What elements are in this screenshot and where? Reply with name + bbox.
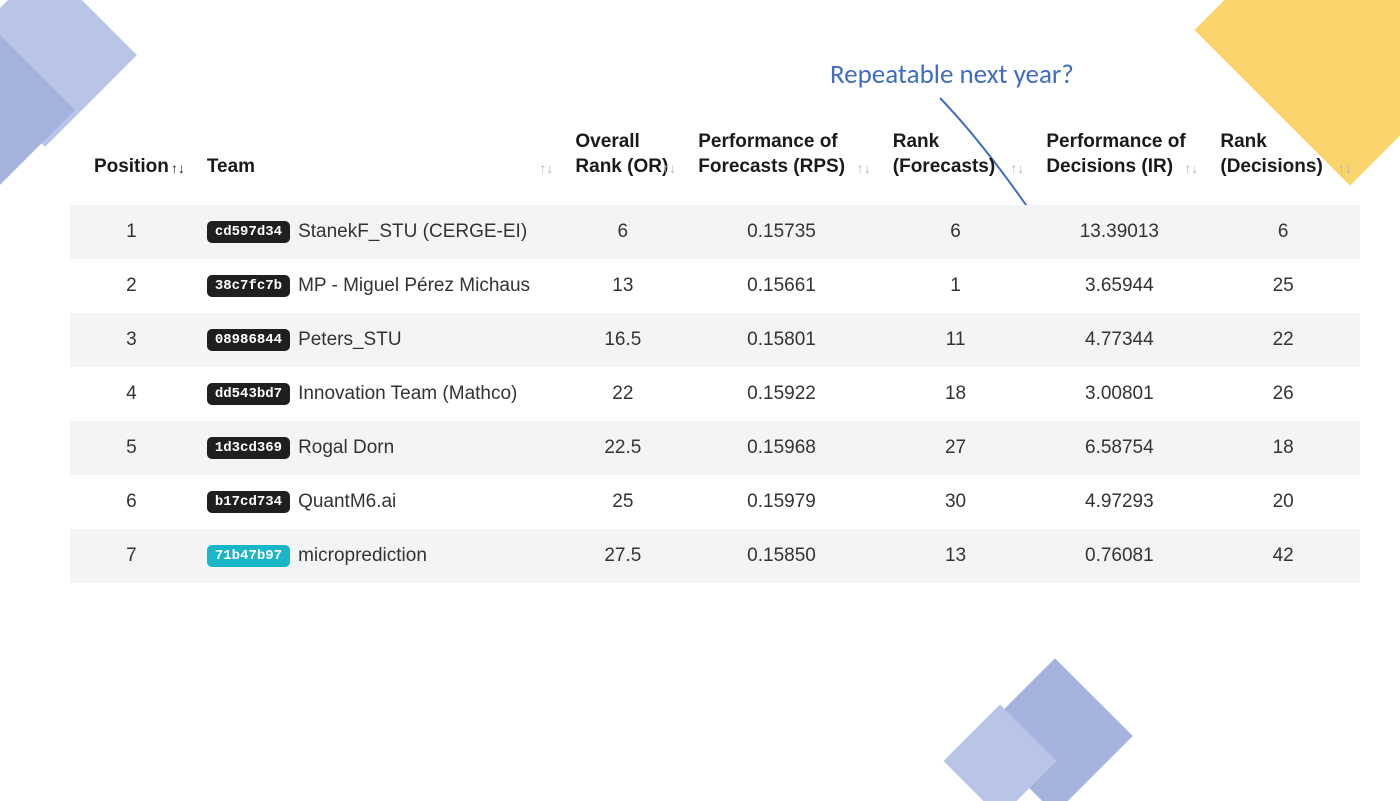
team-id-pill: 08986844 (207, 329, 290, 351)
cell-rps: 0.15801 (684, 313, 879, 367)
cell-rank_f: 1 (879, 259, 1033, 313)
cell-or: 13 (561, 259, 684, 313)
cell-ir: 13.39013 (1032, 205, 1206, 259)
col-rps[interactable]: Performance of Forecasts (RPS) ↑↓ (684, 120, 879, 205)
table-row: 2 38c7fc7b MP - Miguel Pérez Michaus 130.15… (70, 259, 1360, 313)
cell-rank_f: 27 (879, 421, 1033, 475)
col-label: Performance of Forecasts (RPS) (698, 131, 845, 177)
cell-ir: 4.97293 (1032, 475, 1206, 529)
cell-rank_d: 18 (1206, 421, 1360, 475)
sort-icon[interactable]: ↑↓ (171, 159, 185, 177)
cell-ir: 0.76081 (1032, 529, 1206, 583)
cell-position: 7 (70, 529, 193, 583)
team-id-pill: cd597d34 (207, 221, 290, 243)
cell-rps: 0.15661 (684, 259, 879, 313)
col-label: Rank (Forecasts) (893, 131, 995, 177)
col-label: Team (207, 156, 255, 177)
team-name: Peters_STU (298, 329, 401, 350)
team-id-pill: dd543bd7 (207, 383, 290, 405)
cell-rps: 0.15979 (684, 475, 879, 529)
cell-rank_f: 6 (879, 205, 1033, 259)
cell-ir: 3.00801 (1032, 367, 1206, 421)
team-id-pill: 71b47b97 (207, 545, 290, 567)
table-row: 6 b17cd734 QuantM6.ai 250.15979304.9729320 (70, 475, 1360, 529)
col-overall-rank[interactable]: Overall Rank (OR) ↑↓ (561, 120, 684, 205)
col-label: Position (94, 156, 169, 177)
cell-position: 3 (70, 313, 193, 367)
sort-icon[interactable]: ↑↓ (1184, 159, 1198, 177)
col-rank-decisions[interactable]: Rank (Decisions) ↑↓ (1206, 120, 1360, 205)
cell-ir: 4.77344 (1032, 313, 1206, 367)
table-row: 7 71b47b97 microprediction 27.50.15850130.7… (70, 529, 1360, 583)
cell-position: 2 (70, 259, 193, 313)
sort-icon[interactable]: ↑↓ (539, 159, 553, 177)
cell-team[interactable]: 71b47b97 microprediction (193, 529, 562, 583)
cell-ir: 3.65944 (1032, 259, 1206, 313)
cell-ir: 6.58754 (1032, 421, 1206, 475)
cell-rps: 0.15850 (684, 529, 879, 583)
sort-icon[interactable]: ↑↓ (857, 159, 871, 177)
cell-or: 16.5 (561, 313, 684, 367)
cell-or: 6 (561, 205, 684, 259)
col-team[interactable]: Team ↑↓ (193, 120, 562, 205)
decor-bottom-right (940, 641, 1140, 801)
cell-team[interactable]: b17cd734 QuantM6.ai (193, 475, 562, 529)
cell-rank_d: 6 (1206, 205, 1360, 259)
cell-rps: 0.15968 (684, 421, 879, 475)
cell-position: 6 (70, 475, 193, 529)
col-rank-forecasts[interactable]: Rank (Forecasts) ↑↓ (879, 120, 1033, 205)
table-header-row: Position ↑↓ Team ↑↓ Overall Rank (OR) ↑↓… (70, 120, 1360, 205)
cell-rank_d: 20 (1206, 475, 1360, 529)
cell-position: 5 (70, 421, 193, 475)
cell-or: 22.5 (561, 421, 684, 475)
team-name: Innovation Team (Mathco) (298, 383, 517, 404)
sort-icon[interactable]: ↑↓ (1010, 159, 1024, 177)
col-label: Performance of Decisions (IR) (1046, 131, 1185, 177)
cell-rank_f: 18 (879, 367, 1033, 421)
team-name: MP - Miguel Pérez Michaus (298, 275, 530, 296)
cell-team[interactable]: 1d3cd369 Rogal Dorn (193, 421, 562, 475)
cell-rps: 0.15735 (684, 205, 879, 259)
team-name: StanekF_STU (CERGE-EI) (298, 221, 527, 242)
cell-team[interactable]: cd597d34 StanekF_STU (CERGE-EI) (193, 205, 562, 259)
cell-rank_f: 11 (879, 313, 1033, 367)
team-name: microprediction (298, 545, 427, 566)
cell-or: 22 (561, 367, 684, 421)
annotation-label: Repeatable next year? (830, 58, 1074, 91)
cell-or: 25 (561, 475, 684, 529)
cell-team[interactable]: 38c7fc7b MP - Miguel Pérez Michaus (193, 259, 562, 313)
table-row: 1cd597d34StanekF_STU (CERGE-EI)60.157356… (70, 205, 1360, 259)
team-id-pill: b17cd734 (207, 491, 290, 513)
team-name: QuantM6.ai (298, 491, 396, 512)
sort-icon[interactable]: ↑↓ (662, 159, 676, 177)
cell-or: 27.5 (561, 529, 684, 583)
col-label: Rank (Decisions) (1220, 131, 1322, 177)
col-label: Overall Rank (OR) (575, 131, 668, 177)
cell-rank_f: 30 (879, 475, 1033, 529)
team-name: Rogal Dorn (298, 437, 394, 458)
cell-rank_d: 26 (1206, 367, 1360, 421)
cell-team[interactable]: 08986844 Peters_STU (193, 313, 562, 367)
cell-rank_f: 13 (879, 529, 1033, 583)
table-row: 4 dd543bd7 Innovation Team (Mathco) 220.159… (70, 367, 1360, 421)
col-position[interactable]: Position ↑↓ (70, 120, 193, 205)
cell-rank_d: 22 (1206, 313, 1360, 367)
cell-rank_d: 42 (1206, 529, 1360, 583)
team-id-pill: 38c7fc7b (207, 275, 290, 297)
table-row: 51d3cd369Rogal Dorn22.50.15968276.587541… (70, 421, 1360, 475)
table-row: 3 08986844 Peters_STU 16.50.15801114.773442… (70, 313, 1360, 367)
sort-icon[interactable]: ↑↓ (1338, 159, 1352, 177)
cell-rps: 0.15922 (684, 367, 879, 421)
team-id-pill: 1d3cd369 (207, 437, 290, 459)
cell-rank_d: 25 (1206, 259, 1360, 313)
cell-team[interactable]: dd543bd7 Innovation Team (Mathco) (193, 367, 562, 421)
cell-position: 1 (70, 205, 193, 259)
leaderboard-table: Position ↑↓ Team ↑↓ Overall Rank (OR) ↑↓… (70, 120, 1360, 583)
cell-position: 4 (70, 367, 193, 421)
col-ir[interactable]: Performance of Decisions (IR) ↑↓ (1032, 120, 1206, 205)
